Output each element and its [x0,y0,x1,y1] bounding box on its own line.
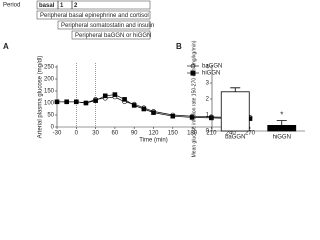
x-tick-label: 90 [131,131,138,137]
marker [102,93,108,99]
x-tick-label: 150 [168,131,179,137]
bar [220,91,250,132]
annotation: * [280,111,283,120]
x-tick-label: 0 [75,131,79,137]
x-tick-label: 270 [245,131,256,137]
y-tick-label: 1 [206,113,210,119]
infusion-box [36,10,151,20]
period-text: 2 [74,3,78,9]
x-axis-title: Time (min) [139,138,167,144]
infusion-box [57,20,151,30]
y-axis-title: Mean glucose infusion rate 150-270 min (… [191,40,197,157]
marker [122,97,127,102]
y-tick-label: 2 [206,97,210,103]
y-tick-label: 200 [44,77,55,83]
period-box [71,0,151,10]
marker [93,98,98,103]
marker [74,99,79,105]
legend-label: hiGGN [202,71,220,77]
y-tick-label: 3 [206,81,210,87]
series-line [57,94,251,119]
x-tick-label: 180 [187,131,198,137]
error-bar [230,87,241,92]
x-tick-label: 120 [148,131,159,137]
marker [83,100,89,106]
marker [54,99,60,105]
y-axis-title: Arterial plasma glucose (mg/dl) [38,56,44,139]
x-tick-label: 240 [226,131,237,137]
marker [151,110,156,115]
marker [189,115,195,120]
y-tick-label: 150 [44,89,55,95]
error-bar [276,120,287,126]
bar [267,125,297,132]
marker [112,92,118,97]
period-text: basal [39,3,55,9]
period-text: 1 [60,3,64,9]
marker [209,115,214,121]
panel-label: B [176,42,182,51]
infusion-text: Peripheral basal epinephrine and cortiso… [40,13,149,19]
panel-label: A [3,42,9,51]
y-tick-label: 0 [51,125,55,131]
figure: Period basal 1 2 Peripheral basal epinephri… [3,0,305,157]
x-tick-label: 60 [112,131,119,137]
x-tick-label: 210 [206,131,217,137]
y-tick-label: 50 [47,113,54,119]
marker [64,99,69,105]
infusion-text: Peripheral baGGN or hiGGN [75,33,151,39]
x-tick-label: -30 [53,131,62,137]
infusion-box [71,30,151,40]
y-tick-label: 4 [206,65,210,71]
infusion-text: Peripheral somatostatin and insulin [61,23,154,29]
marker [170,113,176,119]
y-tick-label: 250 [44,65,55,71]
y-tick-label: 0 [206,129,210,135]
x-tick-label: hiGGN [273,135,291,141]
marker [131,103,137,108]
y-tick-label: 100 [44,101,55,107]
x-tick-label: 30 [92,131,99,137]
period-label: Period [3,3,20,9]
x-tick-label: baGGN [225,135,245,141]
marker [141,106,147,112]
